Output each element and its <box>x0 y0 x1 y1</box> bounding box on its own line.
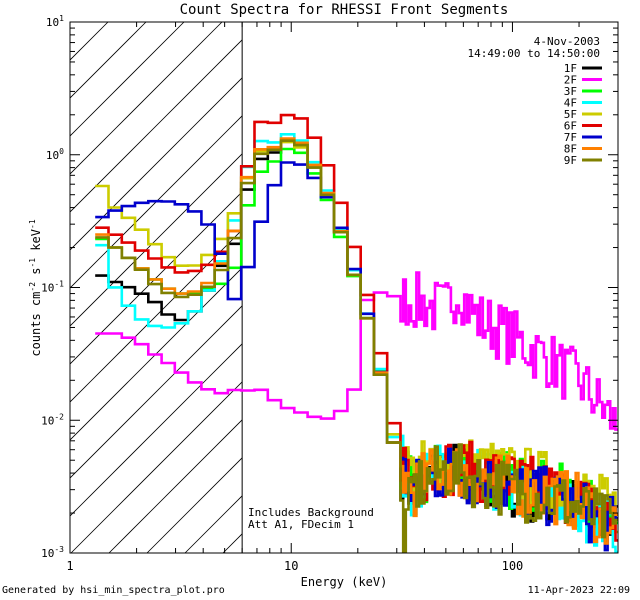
hatch-line <box>70 22 185 137</box>
series-8F <box>95 137 618 545</box>
annotation-background: Includes Background <box>248 506 374 519</box>
hatch-line <box>70 191 243 365</box>
legend-label: 3F <box>564 85 577 98</box>
hatch-line <box>70 343 243 517</box>
legend-label: 9F <box>564 154 577 167</box>
footer-date: 11-Apr-2023 22:09 <box>527 585 630 596</box>
y-tick-label: 10-2 <box>41 412 64 427</box>
y-tick-labels: 101 100 10-1 10-2 10-3 <box>41 14 64 560</box>
annotation-time: 14:49:00 to 14:50:00 <box>468 47 600 60</box>
legend-label: 4F <box>564 97 577 110</box>
hatch-line <box>70 22 223 175</box>
hatch-line <box>70 39 243 213</box>
legend-label: 5F <box>564 108 577 121</box>
x-tick-labels: 1 10 100 <box>66 559 523 573</box>
axis-ticks <box>69 22 619 554</box>
y-tick-label: 100 <box>46 147 64 162</box>
legend-label: 7F <box>564 131 577 144</box>
hatch-line <box>70 305 243 479</box>
x-axis-label: Energy (keV) <box>301 575 388 589</box>
legend-label: 6F <box>564 120 577 133</box>
footer-generated: Generated by hsi_min_spectra_plot.pro <box>2 585 225 596</box>
series-9F <box>95 139 618 553</box>
series-group <box>95 113 618 553</box>
hatch-line <box>70 267 243 441</box>
hatch-line <box>108 419 243 553</box>
hatch-line <box>70 77 243 251</box>
hatch-line <box>70 229 243 403</box>
x-tick-label: 1 <box>66 559 73 573</box>
y-tick-label: 101 <box>46 14 64 29</box>
y-axis-label: counts cm-2 s-1 keV-1 <box>28 219 43 356</box>
chart-title: Count Spectra for RHESSI Front Segments <box>180 2 509 18</box>
y-tick-label: 10-1 <box>41 280 64 295</box>
y-tick-label: 10-3 <box>41 545 64 560</box>
legend-label: 2F <box>564 74 577 87</box>
legend-label: 1F <box>564 62 577 75</box>
series-2F <box>95 271 618 431</box>
x-tick-label: 100 <box>502 559 524 573</box>
annotation-attenuator: Att A1, FDecim 1 <box>248 518 354 531</box>
legend-label: 8F <box>564 143 577 156</box>
annotation-date: 4-Nov-2003 <box>534 35 600 48</box>
x-tick-label: 10 <box>284 559 298 573</box>
hatch-line <box>146 457 243 553</box>
hatch-line <box>70 381 243 553</box>
